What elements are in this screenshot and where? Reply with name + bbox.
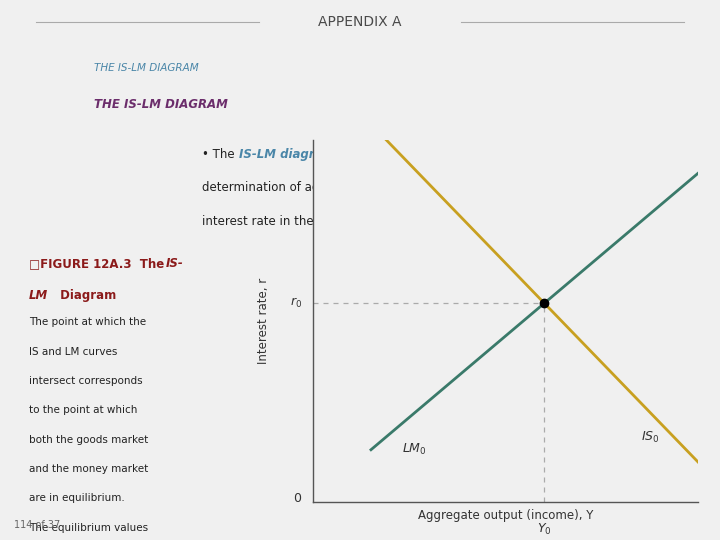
Text: intersect corresponds: intersect corresponds — [29, 376, 143, 386]
Text: LM: LM — [29, 289, 48, 302]
Text: The point at which the: The point at which the — [29, 318, 146, 327]
Text: THE IS-LM DIAGRAM: THE IS-LM DIAGRAM — [94, 98, 228, 111]
Text: 114 of 37: 114 of 37 — [14, 520, 60, 530]
Text: $LM_0$: $LM_0$ — [402, 442, 426, 457]
Text: IS and LM curves: IS and LM curves — [29, 347, 117, 357]
Text: $Y_0$: $Y_0$ — [537, 522, 552, 537]
Text: APPENDIX A: APPENDIX A — [318, 15, 402, 29]
Text: determination of aggregate output (income) and the: determination of aggregate output (incom… — [202, 181, 513, 194]
Text: IS-LM diagram: IS-LM diagram — [239, 147, 335, 160]
Text: THE IS-LM DIAGRAM: THE IS-LM DIAGRAM — [94, 63, 198, 73]
Text: is a way of depicting graphically the: is a way of depicting graphically the — [327, 147, 545, 160]
Text: $r_0$: $r_0$ — [289, 296, 302, 310]
Text: are in equilibrium.: are in equilibrium. — [29, 494, 125, 503]
Text: Diagram: Diagram — [56, 289, 117, 302]
Text: to the point at which: to the point at which — [29, 406, 138, 415]
Text: • The: • The — [202, 147, 238, 160]
Text: $0$: $0$ — [292, 492, 302, 505]
Text: and the money market: and the money market — [29, 464, 148, 474]
Text: Interest rate, r: Interest rate, r — [256, 278, 269, 365]
Text: interest rate in the goods and money markets.: interest rate in the goods and money mar… — [202, 215, 478, 228]
Text: The equilibrium values: The equilibrium values — [29, 523, 148, 532]
Text: $IS_0$: $IS_0$ — [642, 430, 660, 445]
Text: IS-: IS- — [166, 257, 184, 270]
Text: both the goods market: both the goods market — [29, 435, 148, 444]
Text: □FIGURE 12A.3  The: □FIGURE 12A.3 The — [29, 257, 168, 270]
X-axis label: Aggregate output (income), Y: Aggregate output (income), Y — [418, 509, 593, 522]
